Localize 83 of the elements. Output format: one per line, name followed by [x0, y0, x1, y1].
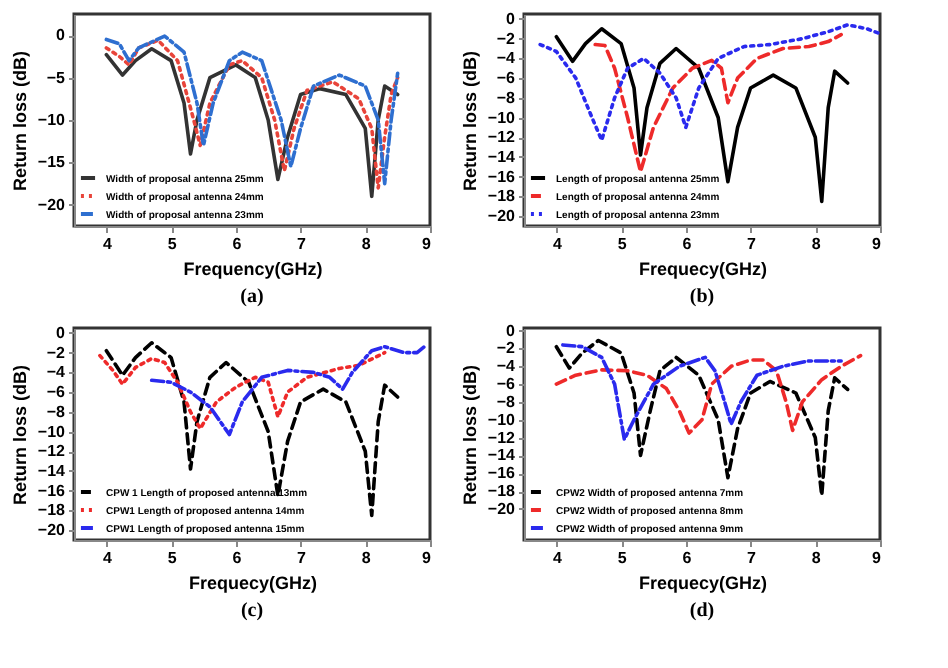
y-tick-label: −10 [37, 111, 67, 129]
y-tick-label: −14 [487, 147, 517, 166]
y-tick-label: −6 [496, 69, 517, 88]
y-tick-label: −18 [487, 187, 517, 206]
x-tick-label: 8 [811, 549, 822, 567]
y-tick-label: −10 [487, 108, 517, 127]
y-tick-label: 0 [506, 321, 517, 340]
y-tick-label: −20 [37, 195, 67, 214]
y-tick-label: −12 [37, 442, 67, 461]
y-tick-label: −2 [496, 339, 517, 358]
y-tick-label: −20 [37, 521, 67, 540]
x-tick-label: 5 [167, 549, 178, 567]
y-tick-label: 0 [506, 9, 517, 28]
x-tick-label: 6 [682, 235, 693, 253]
y-axis-title: Return loss (dB) [9, 364, 30, 506]
y-tick-label: −8 [46, 402, 67, 421]
y-tick-label: 0 [56, 323, 67, 342]
x-tick-label: 8 [361, 235, 372, 253]
y-tick-label: −4 [496, 357, 517, 376]
y-tick-label: −14 [487, 446, 517, 465]
x-tick-label: 9 [422, 235, 433, 253]
line-series [554, 353, 863, 435]
x-tick-label: 7 [747, 549, 758, 567]
x-tick-label: 4 [102, 549, 113, 567]
x-tick-label: 7 [297, 549, 308, 567]
y-axis-title: Return loss (dB) [459, 364, 480, 506]
y-tick-label: −16 [487, 167, 517, 186]
text: (d) [689, 600, 715, 622]
x-axis-title: Frequecy(GHz) [638, 573, 768, 593]
x-tick-label: 9 [872, 549, 883, 567]
x-tick-label: 9 [422, 549, 433, 567]
y-tick-label: −5 [46, 68, 67, 87]
y-tick-label: −14 [37, 461, 67, 480]
y-tick-label: −10 [487, 410, 517, 429]
text: (a) [240, 286, 264, 308]
x-axis-title: Frequecy(GHz) [188, 573, 318, 593]
y-tick-label: −2 [46, 343, 67, 362]
x-tick-label: 4 [552, 235, 563, 253]
x-tick-label: 6 [232, 549, 243, 567]
y-tick-label: −16 [37, 481, 67, 500]
x-tick-label: 5 [617, 235, 628, 253]
x-tick-label: 5 [617, 549, 628, 567]
y-tick-label: −6 [46, 383, 67, 402]
y-axis-title: Return loss (dB) [9, 50, 30, 192]
y-tick-label: −20 [487, 207, 517, 226]
line-series [104, 340, 400, 518]
y-tick-label: −6 [496, 375, 517, 394]
x-axis-title: Frequecy(GHz) [638, 259, 768, 279]
y-axis-title: Return loss (dB) [459, 50, 480, 192]
line-series [538, 23, 880, 143]
y-tick-label: −18 [37, 501, 67, 520]
x-tick-label: 7 [747, 235, 758, 253]
y-tick-label: −4 [496, 49, 517, 68]
x-tick-label: 5 [167, 235, 178, 253]
text: (b) [689, 286, 715, 308]
x-tick-label: 8 [361, 549, 372, 567]
y-tick-label: −10 [37, 422, 67, 441]
x-tick-label: 7 [297, 235, 308, 253]
x-tick-label: 4 [102, 235, 113, 253]
line-series [98, 350, 387, 431]
x-tick-label: 9 [872, 235, 883, 253]
y-tick-label: −15 [37, 153, 67, 172]
line-series [554, 26, 850, 204]
x-tick-label: 6 [232, 235, 243, 253]
text: (c) [240, 600, 264, 622]
x-tick-label: 4 [552, 549, 563, 567]
y-tick-label: 0 [56, 26, 67, 45]
y-tick-label: −8 [496, 88, 517, 107]
y-tick-label: −2 [496, 29, 517, 48]
line-series [593, 32, 843, 174]
y-tick-label: −18 [487, 482, 517, 501]
y-tick-label: −20 [487, 499, 517, 518]
y-tick-label: −4 [46, 363, 67, 382]
y-tick-label: −8 [496, 392, 517, 411]
y-tick-label: −12 [487, 128, 517, 147]
line-series [561, 343, 843, 442]
line-series [554, 338, 850, 498]
y-tick-label: −16 [487, 464, 517, 483]
x-axis-title: Frequency(GHz) [183, 259, 323, 279]
x-tick-label: 6 [682, 549, 693, 567]
y-tick-label: −12 [487, 428, 517, 447]
x-tick-label: 8 [811, 235, 822, 253]
line-series [149, 342, 429, 437]
